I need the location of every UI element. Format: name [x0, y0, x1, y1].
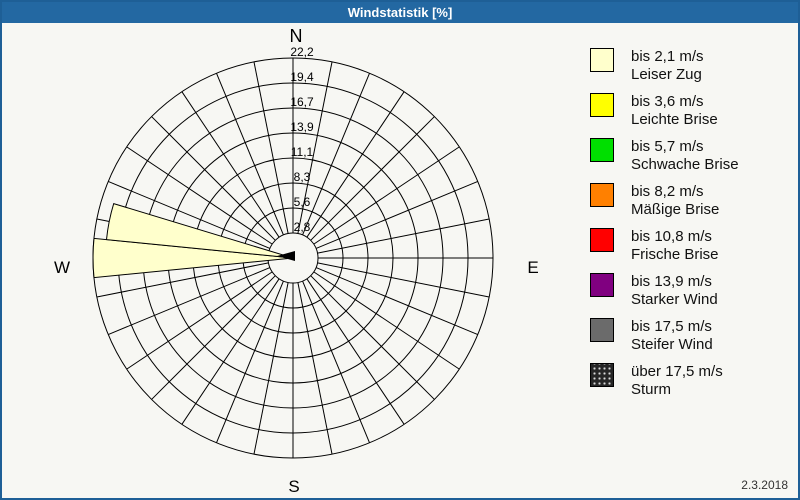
legend-speed-label: bis 2,1 m/s: [631, 48, 704, 65]
grid-spoke: [317, 218, 490, 254]
legend-speed-label: über 17,5 m/s: [631, 363, 723, 380]
grid-spoke: [310, 116, 435, 241]
legend-color-swatch: [590, 363, 614, 387]
legend-name-label: Leichte Brise: [631, 111, 718, 128]
legend-speed-label: bis 3,6 m/s: [631, 93, 704, 110]
grid-spoke: [181, 278, 280, 425]
wind-sector-wedge: [92, 237, 294, 279]
grid-spoke: [313, 146, 460, 245]
grid-spoke: [315, 181, 478, 249]
legend-name-label: Schwache Brise: [631, 156, 739, 173]
grid-spoke: [96, 262, 269, 298]
compass-label-s: S: [288, 477, 299, 496]
grid-spoke: [181, 91, 280, 238]
legend-speed-label: bis 10,8 m/s: [631, 228, 712, 245]
legend-text: bis 5,7 m/s Schwache Brise: [631, 138, 739, 174]
legend-item: bis 3,6 m/s Leichte Brise: [590, 93, 790, 129]
legend-color-swatch: [590, 48, 614, 72]
legend-color-swatch: [590, 138, 614, 162]
grid-spoke: [297, 61, 333, 234]
legend-color-swatch: [590, 273, 614, 297]
wind-speed-legend: bis 2,1 m/s Leiser Zug bis 3,6 m/s Leichte …: [590, 48, 790, 408]
legend-speed-label: bis 5,7 m/s: [631, 138, 704, 155]
ring-value-label: 8,3: [294, 170, 311, 184]
mean-wind-direction-arrow: [277, 251, 295, 261]
grid-spoke: [313, 271, 460, 370]
legend-item: bis 2,1 m/s Leiser Zug: [590, 48, 790, 84]
grid-spoke: [126, 146, 273, 245]
legend-speed-label: bis 13,9 m/s: [631, 273, 712, 290]
wind-sector-wedge: [105, 202, 294, 259]
grid-spoke: [108, 181, 271, 249]
legend-name-label: Steifer Wind: [631, 336, 713, 353]
ring-value-label: 11,1: [291, 145, 314, 159]
grid-spoke: [108, 267, 271, 335]
grid-spoke: [297, 282, 333, 455]
grid-spoke: [216, 73, 284, 236]
ring-value-label: 13,9: [290, 120, 314, 134]
compass-label-n: N: [290, 26, 303, 46]
legend-color-swatch: [590, 183, 614, 207]
legend-text: über 17,5 m/s Sturm: [631, 363, 723, 399]
legend-item: bis 5,7 m/s Schwache Brise: [590, 138, 790, 174]
grid-spoke: [302, 280, 370, 443]
grid-spoke: [253, 61, 289, 234]
ring-value-label: 2,8: [294, 220, 311, 234]
legend-name-label: Leiser Zug: [631, 66, 702, 83]
grid-spoke: [317, 262, 490, 298]
ring-value-label: 22,2: [290, 45, 314, 59]
date-label: 2.3.2018: [741, 478, 788, 492]
grid-spoke: [315, 267, 478, 335]
legend-color-swatch: [590, 318, 614, 342]
legend-text: bis 17,5 m/s Steifer Wind: [631, 318, 713, 354]
legend-text: bis 13,9 m/s Starker Wind: [631, 273, 718, 309]
legend-color-swatch: [590, 228, 614, 252]
compass-label-w: W: [54, 258, 70, 277]
window-title: Windstatistik [%]: [347, 5, 453, 20]
legend-name-label: Sturm: [631, 381, 672, 398]
legend-name-label: Starker Wind: [631, 291, 718, 308]
grid-spoke: [306, 91, 405, 238]
legend-text: bis 2,1 m/s Leiser Zug: [631, 48, 704, 84]
title-bar: Windstatistik [%]: [2, 2, 798, 23]
legend-item: bis 13,9 m/s Starker Wind: [590, 273, 790, 309]
legend-item: bis 17,5 m/s Steifer Wind: [590, 318, 790, 354]
ring-value-label: 16,7: [290, 95, 314, 109]
grid-spoke: [151, 275, 276, 400]
grid-spoke: [306, 278, 405, 425]
legend-item: bis 10,8 m/s Frische Brise: [590, 228, 790, 264]
legend-name-label: Frische Brise: [631, 246, 719, 263]
legend-text: bis 3,6 m/s Leichte Brise: [631, 93, 718, 129]
grid-spoke: [151, 116, 276, 241]
grid-spoke: [216, 280, 284, 443]
grid-spoke: [302, 73, 370, 236]
ring-value-label: 5,6: [294, 195, 311, 209]
grid-spoke: [310, 275, 435, 400]
legend-text: bis 8,2 m/s Mäßige Brise: [631, 183, 719, 219]
legend-item: über 17,5 m/s Sturm: [590, 363, 790, 399]
grid-spoke: [253, 282, 289, 455]
grid-spoke: [126, 271, 273, 370]
legend-name-label: Mäßige Brise: [631, 201, 720, 218]
legend-speed-label: bis 8,2 m/s: [631, 183, 704, 200]
compass-label-e: E: [527, 258, 538, 277]
legend-item: bis 8,2 m/s Mäßige Brise: [590, 183, 790, 219]
legend-speed-label: bis 17,5 m/s: [631, 318, 712, 335]
ring-value-label: 19,4: [290, 70, 314, 84]
legend-text: bis 10,8 m/s Frische Brise: [631, 228, 719, 264]
legend-color-swatch: [590, 93, 614, 117]
